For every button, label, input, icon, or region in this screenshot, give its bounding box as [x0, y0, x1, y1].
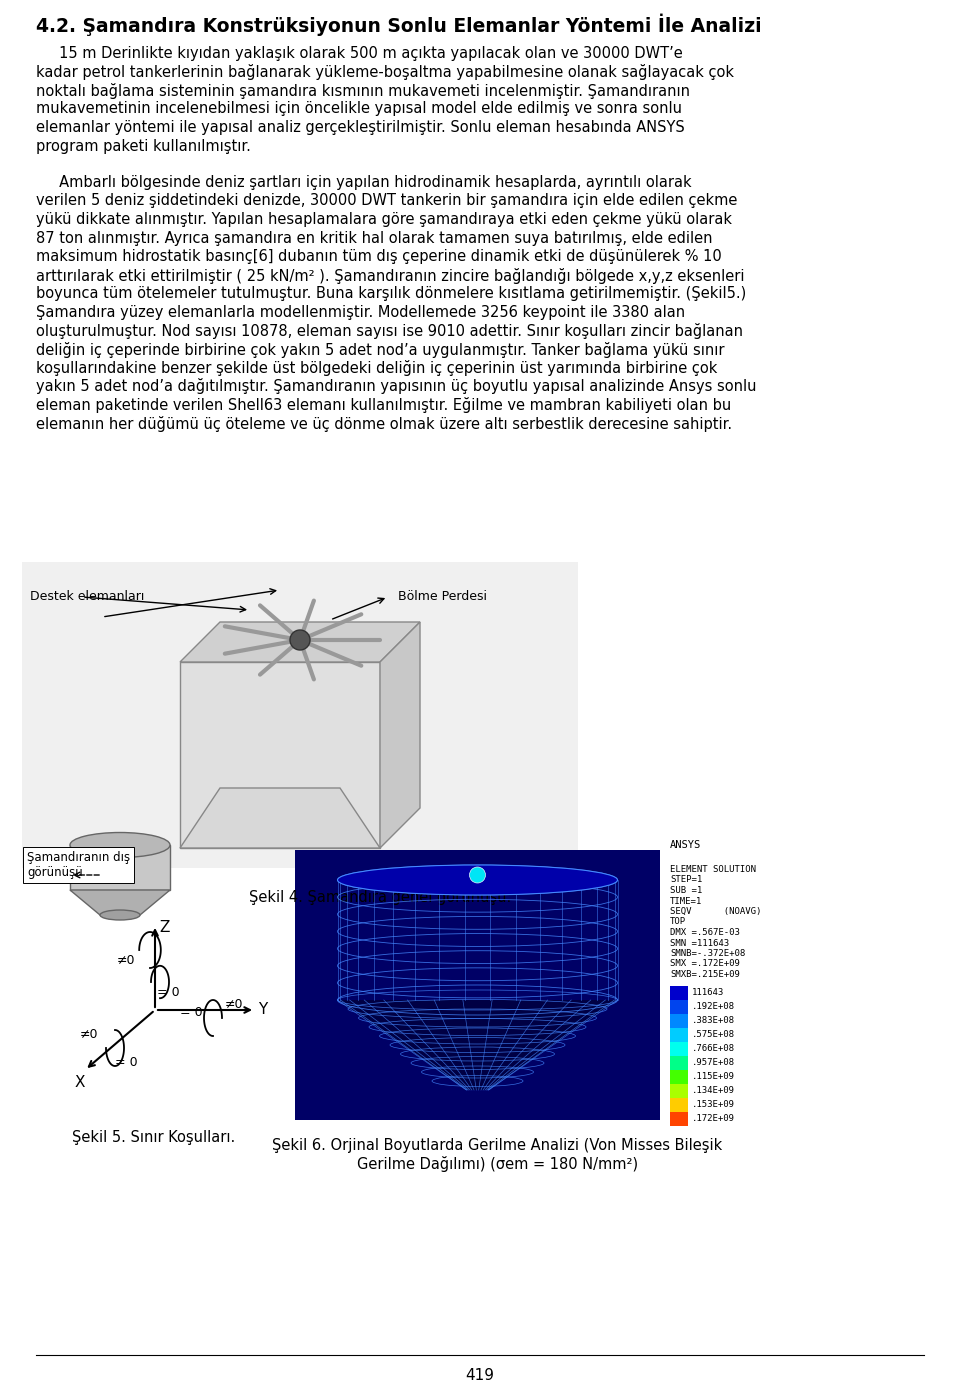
- Text: Bölme Perdesi: Bölme Perdesi: [398, 589, 487, 603]
- Text: SEQV      (NOAVG): SEQV (NOAVG): [670, 908, 761, 916]
- Polygon shape: [70, 845, 170, 890]
- Text: mukavemetinin incelenebilmesi için öncelikle yapısal model elde edilmiş ve sonra: mukavemetinin incelenebilmesi için öncel…: [36, 101, 682, 117]
- Circle shape: [290, 630, 310, 651]
- Text: SMNB=-.372E+08: SMNB=-.372E+08: [670, 949, 745, 958]
- Text: 4.2. Şamandıra Konstrüksiyonun Sonlu Elemanlar Yöntemi İle Analizi: 4.2. Şamandıra Konstrüksiyonun Sonlu Ele…: [36, 14, 761, 36]
- Polygon shape: [380, 621, 420, 848]
- Text: yükü dikkate alınmıştır. Yapılan hesaplamalara göre şamandıraya etki eden çekme : yükü dikkate alınmıştır. Yapılan hesapla…: [36, 213, 732, 227]
- Text: yakın 5 adet nod’a dağıtılmıştır. Şamandıranın yapısının üç boyutlu yapısal anal: yakın 5 adet nod’a dağıtılmıştır. Şamand…: [36, 378, 756, 395]
- Text: .957E+08: .957E+08: [692, 1058, 735, 1068]
- Text: SMX =.172E+09: SMX =.172E+09: [670, 959, 740, 969]
- Ellipse shape: [338, 865, 617, 895]
- Polygon shape: [70, 890, 170, 915]
- Text: Gerilme Dağılımı) (σem = 180 N/mm²): Gerilme Dağılımı) (σem = 180 N/mm²): [357, 1156, 638, 1173]
- Text: SMXB=.215E+09: SMXB=.215E+09: [670, 970, 740, 979]
- Text: Şekil 5. Sınır Koşulları.: Şekil 5. Sınır Koşulları.: [72, 1130, 235, 1145]
- Polygon shape: [180, 662, 380, 848]
- Bar: [295, 851, 660, 1120]
- Text: .172E+09: .172E+09: [692, 1113, 735, 1123]
- Text: SUB =1: SUB =1: [670, 885, 703, 895]
- Text: oluşturulmuştur. Nod sayısı 10878, eleman sayısı ise 9010 adettir. Sınır koşulla: oluşturulmuştur. Nod sayısı 10878, elema…: [36, 322, 743, 339]
- Bar: [670, 986, 688, 999]
- Bar: [670, 1112, 688, 1126]
- Bar: [670, 1041, 688, 1055]
- Text: .766E+08: .766E+08: [692, 1044, 735, 1054]
- Bar: [670, 1013, 688, 1027]
- Text: Şamandıra yüzey elemanlarla modellenmiştir. Modellemede 3256 keypoint ile 3380 a: Şamandıra yüzey elemanlarla modellenmişt…: [36, 304, 685, 320]
- Text: = 0: = 0: [180, 1006, 203, 1019]
- Text: ANSYS: ANSYS: [670, 840, 701, 851]
- Text: DMX =.567E-03: DMX =.567E-03: [670, 929, 740, 937]
- Text: .115E+09: .115E+09: [692, 1072, 735, 1081]
- Text: TOP: TOP: [670, 917, 686, 927]
- Polygon shape: [338, 999, 617, 1090]
- Text: noktalı bağlama sisteminin şamandıra kısmının mukavemeti incelenmiştir. Şamandır: noktalı bağlama sisteminin şamandıra kıs…: [36, 83, 690, 99]
- Text: Şekil 4. Şamandıra genel görünüşü.: Şekil 4. Şamandıra genel görünüşü.: [249, 890, 511, 905]
- Text: SMN =111643: SMN =111643: [670, 938, 730, 948]
- Text: 87 ton alınmıştır. Ayrıca şamandıra en kritik hal olarak tamamen suya batırılmış: 87 ton alınmıştır. Ayrıca şamandıra en k…: [36, 231, 712, 246]
- Text: .575E+08: .575E+08: [692, 1030, 735, 1038]
- Text: kadar petrol tankerlerinin bağlanarak yükleme-boşaltma yapabilmesine olanak sağl: kadar petrol tankerlerinin bağlanarak yü…: [36, 64, 734, 81]
- Text: ≠0: ≠0: [117, 954, 135, 966]
- Bar: [670, 1098, 688, 1112]
- Text: Destek elemanları: Destek elemanları: [30, 589, 144, 603]
- Text: = 0: = 0: [157, 986, 180, 998]
- Bar: [670, 1083, 688, 1098]
- Text: elemanın her düğümü üç öteleme ve üç dönme olmak üzere altı serbestlik derecesin: elemanın her düğümü üç öteleme ve üç dön…: [36, 416, 732, 431]
- Circle shape: [469, 867, 486, 883]
- Text: elemanlar yöntemi ile yapısal analiz gerçekleştirilmiştir. Sonlu eleman hesabınd: elemanlar yöntemi ile yapısal analiz ger…: [36, 120, 684, 135]
- Text: Y: Y: [258, 1002, 267, 1017]
- Bar: [670, 1069, 688, 1083]
- Text: verilen 5 deniz şiddetindeki denizde, 30000 DWT tankerin bir şamandıra için elde: verilen 5 deniz şiddetindeki denizde, 30…: [36, 193, 737, 208]
- Bar: [670, 1027, 688, 1041]
- Bar: [22, 562, 578, 867]
- Text: Şamandıranın dış
görünüşü: Şamandıranın dış görünüşü: [27, 851, 131, 878]
- Text: X: X: [75, 1074, 85, 1090]
- Text: boyunca tüm ötelemeler tutulmuştur. Buna karşılık dönmelere kısıtlama getirilmem: boyunca tüm ötelemeler tutulmuştur. Buna…: [36, 286, 746, 302]
- Text: maksimum hidrostatik basınç[6] dubanın tüm dış çeperine dinamik etki de düşünüle: maksimum hidrostatik basınç[6] dubanın t…: [36, 249, 722, 264]
- Text: .153E+09: .153E+09: [692, 1099, 735, 1109]
- Text: 111643: 111643: [692, 988, 724, 997]
- Polygon shape: [180, 788, 380, 848]
- Text: ≠0: ≠0: [225, 998, 244, 1012]
- Text: 15 m Derinlikte kıyıdan yaklaşık olarak 500 m açıkta yapılacak olan ve 30000 DWT: 15 m Derinlikte kıyıdan yaklaşık olarak …: [36, 46, 683, 61]
- Text: Ambarlı bölgesinde deniz şartları için yapılan hidrodinamik hesaplarda, ayrıntıl: Ambarlı bölgesinde deniz şartları için y…: [36, 175, 691, 190]
- Polygon shape: [180, 621, 420, 662]
- Text: arttırılarak etki ettirilmiştir ( 25 kN/m² ). Şamandıranın zincire bağlandığı bö: arttırılarak etki ettirilmiştir ( 25 kN/…: [36, 267, 745, 284]
- Text: Şekil 6. Orjinal Boyutlarda Gerilme Analizi (Von Misses Bileşik: Şekil 6. Orjinal Boyutlarda Gerilme Anal…: [273, 1138, 723, 1152]
- Text: = 0: = 0: [115, 1055, 137, 1069]
- Bar: [670, 999, 688, 1013]
- Text: TIME=1: TIME=1: [670, 897, 703, 905]
- Ellipse shape: [70, 833, 170, 858]
- Text: eleman paketinde verilen Shell63 elemanı kullanılmıştır. Eğilme ve mambran kabil: eleman paketinde verilen Shell63 elemanı…: [36, 398, 732, 413]
- Text: 419: 419: [466, 1368, 494, 1383]
- Text: Z: Z: [159, 920, 169, 935]
- Text: .134E+09: .134E+09: [692, 1086, 735, 1095]
- Ellipse shape: [100, 910, 140, 920]
- Text: koşullarındakine benzer şekilde üst bölgedeki deliğin iç çeperinin üst yarımında: koşullarındakine benzer şekilde üst bölg…: [36, 360, 717, 377]
- Text: deliğin iç çeperinde birbirine çok yakın 5 adet nod’a uygulanmıştır. Tanker bağl: deliğin iç çeperinde birbirine çok yakın…: [36, 342, 725, 357]
- Text: program paketi kullanılmıştır.: program paketi kullanılmıştır.: [36, 139, 251, 153]
- Text: STEP=1: STEP=1: [670, 876, 703, 884]
- Bar: [670, 1055, 688, 1069]
- Text: .192E+08: .192E+08: [692, 1002, 735, 1011]
- Text: .383E+08: .383E+08: [692, 1016, 735, 1024]
- Text: ELEMENT SOLUTION: ELEMENT SOLUTION: [670, 865, 756, 874]
- Text: ≠0: ≠0: [80, 1029, 99, 1041]
